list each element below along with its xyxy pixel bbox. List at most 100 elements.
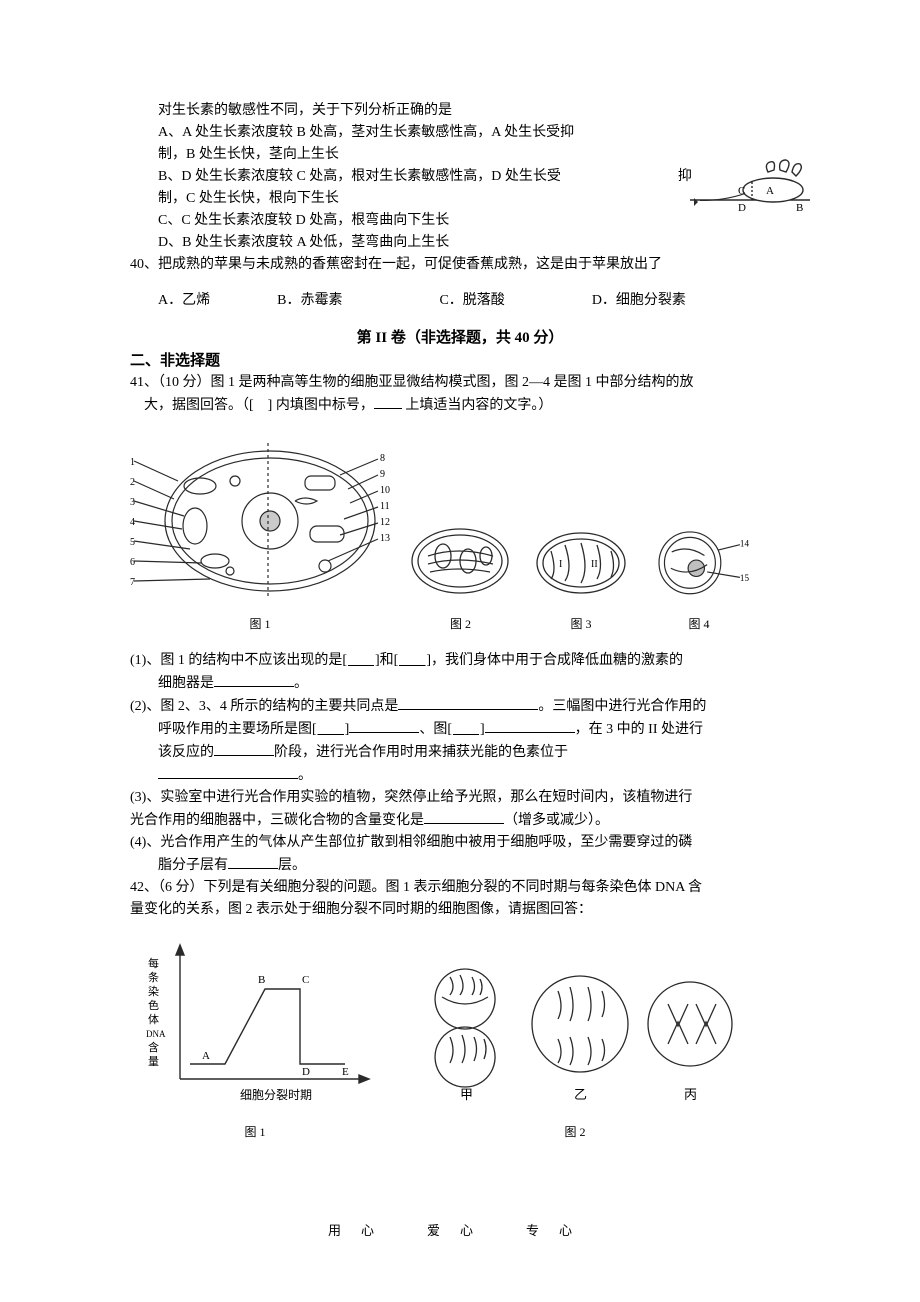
dna-content-graph: 每 条 染 色 体 DNA 含 量 A B C D E 细胞分裂时期 <box>130 929 380 1119</box>
q41-stem-l2: 大，据图回答。（[ ] 内填图中标号， 上填适当内容的文字。） <box>130 394 790 417</box>
blank-br: [ ] <box>342 653 379 668</box>
fig1-block: 1 2 3 4 5 6 7 8 9 10 11 12 13 图 1 <box>130 431 390 632</box>
q41-3b: 光合作用的细胞器中，三碳化合物的含量变化是 <box>130 813 424 828</box>
q42-graph-block: 每 条 染 色 体 DNA 含 量 A B C D E 细胞分裂时期 <box>130 929 380 1140</box>
q41-1-l2: 细胞器是 。 <box>130 672 790 695</box>
graph-y1: 每 <box>148 956 159 970</box>
fig1-n3: 3 <box>130 497 135 508</box>
q41-stem-l2b: 上填适当内容的文字。） <box>402 398 553 413</box>
fig1-n11: 11 <box>380 501 390 512</box>
fig4-block: 14 15 图 4 <box>649 511 749 632</box>
graph-A: A <box>202 1050 210 1062</box>
chloroplast-fig2 <box>408 506 513 611</box>
q41-1a: (1)、图 1 的结构中不应该出现的是 <box>130 653 342 668</box>
graph-y4: 色 <box>148 998 159 1012</box>
q41-2-l4: 。 <box>130 764 790 787</box>
graph-E: E <box>342 1066 349 1078</box>
nucleus-fig4: 14 15 <box>649 511 749 611</box>
fig1-n10: 10 <box>380 485 390 496</box>
q41-1e: 。 <box>294 676 308 691</box>
fig4-n15: 15 <box>740 573 749 583</box>
q42-figure-row: 每 条 染 色 体 DNA 含 量 A B C D E 细胞分裂时期 <box>130 929 790 1140</box>
blank <box>424 809 504 824</box>
q39-opt-d: D、B 处生长素浓度较 A 处低，茎弯曲向上生长 <box>130 232 790 254</box>
fig1-n4: 4 <box>130 517 135 528</box>
blank-br: [ ] <box>394 653 431 668</box>
blank-br: [ ] <box>312 722 349 737</box>
fig1-n7: 7 <box>130 577 135 588</box>
graph-y3: 染 <box>148 984 159 998</box>
q40-opt-a: A．乙烯 <box>158 290 210 312</box>
q41-4-l2: 脂分子层有 层。 <box>130 854 790 877</box>
q41-stem-l2a: 大，据图回答。（[ ] 内填图中标号， <box>144 398 374 413</box>
blank <box>228 854 278 869</box>
q41-2b: 。三幅图中进行光合作用的 <box>538 699 706 714</box>
q41-4b: 脂分子层有 <box>158 858 228 873</box>
fig3-caption: 图 3 <box>570 615 591 632</box>
fig1-n1: 1 <box>130 457 135 468</box>
q42-stem-l1: 42、（6 分）下列是有关细胞分裂的问题。图 1 表示细胞分裂的不同时期与每条染… <box>130 877 790 899</box>
part2-title: 第 II 卷（非选择题，共 40 分） <box>130 326 790 347</box>
blank-br: [ ] <box>447 722 484 737</box>
q40-opt-b: B．赤霉素 <box>277 290 342 312</box>
label-c: C <box>738 185 745 197</box>
q41-4c: 层。 <box>278 858 306 873</box>
fig1-n2: 2 <box>130 477 135 488</box>
graph-y8: 量 <box>148 1055 159 1068</box>
q39-opt-a-l1: A、A 处生长素浓度较 B 处高，茎对生长素敏感性高，A 处生长受抑 <box>130 122 790 144</box>
fig2-block: 图 2 <box>408 506 513 632</box>
q41-1c: ，我们身体中用于合成降低血糖的激素的 <box>431 653 683 668</box>
cell-yi: 乙 <box>574 1087 587 1102</box>
fig1-n6: 6 <box>130 557 135 568</box>
q41-2a: (2)、图 2、3、4 所示的结构的主要共同点是 <box>130 699 398 714</box>
q40-stem: 40、把成熟的苹果与未成熟的香蕉密封在一起，可促使香蕉成熟，这是由于苹果放出了 <box>130 254 790 276</box>
q42-fig2-caption: 图 2 <box>564 1123 585 1140</box>
mitochondrion-fig3: I II <box>531 511 631 611</box>
label-b: B <box>796 202 803 214</box>
section2-head: 二、非选择题 <box>130 349 790 370</box>
q41-2d: 、图 <box>419 722 447 737</box>
blank <box>214 741 274 756</box>
q41-2c: 呼吸作用的主要场所是图 <box>158 722 312 737</box>
blank <box>485 718 575 733</box>
q41-2-l2: 呼吸作用的主要场所是图[ ]、图[ ]，在 3 中的 II 处进行 <box>130 718 790 741</box>
fig3-II: II <box>591 559 598 570</box>
q41-1: (1)、图 1 的结构中不应该出现的是[ ]和[ ]，我们身体中用于合成降低血糖… <box>130 650 790 672</box>
fig1-caption: 图 1 <box>249 615 270 632</box>
graph-D: D <box>302 1066 310 1078</box>
q39-stem-cont: 对生长素的敏感性不同，关于下列分析正确的是 <box>130 100 790 122</box>
fig4-caption: 图 4 <box>688 615 709 632</box>
graph-x-label: 细胞分裂时期 <box>240 1088 312 1102</box>
q39-opt-b-text: B、D 处生长素浓度较 C 处高，根对生长素敏感性高，D 处生长受 <box>158 169 561 184</box>
fig1-n5: 5 <box>130 537 135 548</box>
q40-opt-d: D．细胞分裂素 <box>592 290 686 312</box>
q41-1b: 和 <box>380 653 394 668</box>
fig2-caption: 图 2 <box>450 615 471 632</box>
q42-fig1-caption: 图 1 <box>244 1123 265 1140</box>
q41-2f: 该反应的 <box>158 745 214 760</box>
graph-y7: 含 <box>148 1040 159 1054</box>
fig4-n14: 14 <box>740 538 749 548</box>
cell-diagram-fig1: 1 2 3 4 5 6 7 8 9 10 11 12 13 <box>130 431 390 611</box>
fig1-n9: 9 <box>380 469 385 480</box>
blank <box>158 764 298 779</box>
blank <box>398 695 538 710</box>
blank <box>214 672 294 687</box>
fig3-block: I II 图 3 <box>531 511 631 632</box>
q40-options: A．乙烯 B．赤霉素 C．脱落酸 D．细胞分裂素 <box>130 290 790 312</box>
graph-C: C <box>302 974 309 986</box>
q42-cells-block: 甲 乙 丙 图 2 <box>410 949 740 1140</box>
q41-3-l2: 光合作用的细胞器中，三碳化合物的含量变化是（增多或减少）。 <box>130 809 790 832</box>
fig1-n13: 13 <box>380 533 390 544</box>
q41-3-l1: (3)、实验室中进行光合作用实验的植物，突然停止给予光照，那么在短时间内，该植物… <box>130 787 790 809</box>
graph-y5: 体 <box>148 1012 159 1026</box>
q41-2g: 阶段，进行光合作用时用来捕获光能的色素位于 <box>274 745 568 760</box>
q41-1d: 细胞器是 <box>158 676 214 691</box>
seed-sprout-figure: C A D B <box>690 158 810 223</box>
graph-y6: DNA <box>146 1029 166 1039</box>
q41-figure-row: 1 2 3 4 5 6 7 8 9 10 11 12 13 图 1 <box>130 431 790 632</box>
blank <box>374 394 402 409</box>
graph-B: B <box>258 974 265 986</box>
fig1-n12: 12 <box>380 517 390 528</box>
q41-2-l3: 该反应的 阶段，进行光合作用时用来捕获光能的色素位于 <box>130 741 790 764</box>
